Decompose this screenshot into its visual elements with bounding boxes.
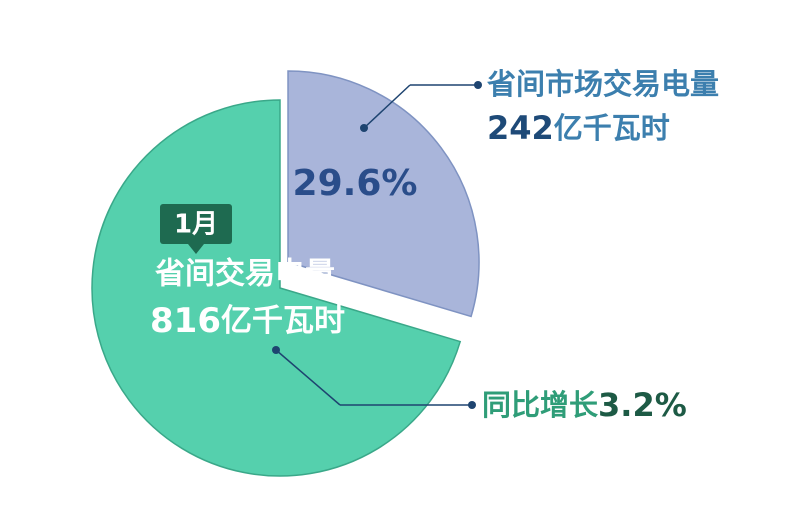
annotation-title: 省间交易电量	[155, 257, 335, 292]
month-badge	[160, 204, 232, 244]
callout-dot	[360, 124, 368, 132]
callout-line	[363, 84, 411, 129]
annotation-value: 242亿千瓦时	[487, 109, 670, 147]
value: 3.2	[598, 386, 655, 424]
value: 816	[150, 301, 221, 341]
callout-dot	[474, 81, 482, 89]
callout-dot	[272, 346, 280, 354]
annotation-title: 省间市场交易电量	[487, 67, 719, 101]
callout-dot	[468, 401, 476, 409]
unit: 亿千瓦时	[554, 111, 670, 145]
callout-line	[275, 349, 341, 406]
title: 同比增长	[482, 388, 599, 422]
month-label: 1月	[174, 210, 218, 240]
badge-pointer	[188, 244, 204, 254]
value: 242	[487, 109, 554, 147]
annotation-value: 816亿千瓦时	[150, 301, 345, 341]
unit: 亿千瓦时	[221, 303, 345, 339]
pie-rest	[91, 99, 462, 477]
pie-slice	[287, 70, 480, 318]
slice-label: 29.6%	[293, 163, 418, 204]
annotation-growth: 同比增长3.2%	[482, 386, 687, 424]
unit: %	[655, 386, 687, 424]
pie	[91, 70, 480, 477]
